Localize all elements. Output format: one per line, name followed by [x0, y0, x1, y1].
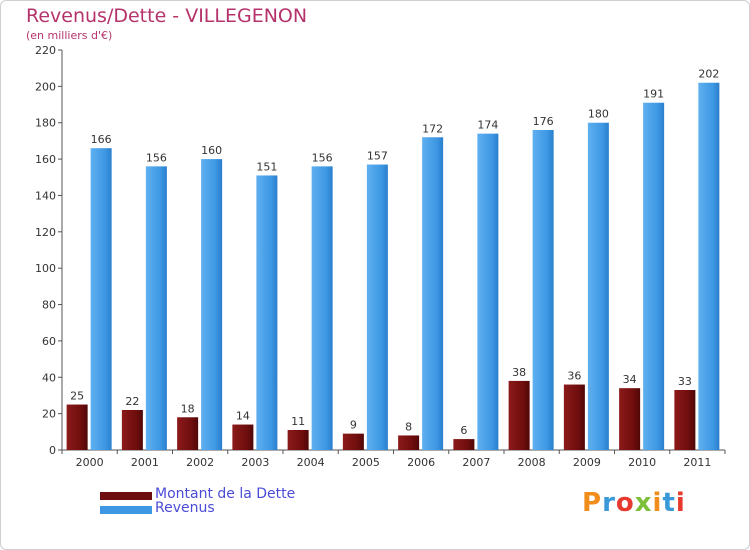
bar-revenus	[477, 133, 499, 451]
value-label-dette: 36	[567, 370, 581, 383]
bar-dette	[121, 410, 143, 450]
y-tick-label: 100	[35, 262, 56, 275]
bar-dette	[619, 388, 641, 450]
proxiti-logo: Proxiti	[582, 488, 686, 518]
bar-revenus	[422, 137, 444, 451]
value-label-dette: 6	[460, 424, 467, 437]
y-tick-label: 120	[35, 226, 56, 239]
y-tick-label: 220	[35, 44, 56, 57]
value-label-dette: 38	[512, 366, 526, 379]
value-label-dette: 22	[125, 395, 139, 408]
bar-revenus	[311, 166, 333, 450]
x-tick-label: 2007	[462, 456, 490, 469]
x-tick-label: 2006	[407, 456, 435, 469]
value-label-revenus: 156	[312, 151, 333, 164]
logo-letter: i	[675, 488, 686, 518]
chart-axes: 0 20 40 60 80 100 120 140 160 180 200 220 2000 2001 20…	[35, 44, 726, 469]
bar-revenus	[90, 148, 112, 450]
x-tick-label: 2002	[186, 456, 214, 469]
value-label-revenus: 191	[643, 88, 664, 101]
chart-title: Revenus/Dette - VILLEGENON	[26, 5, 308, 27]
bar-dette	[287, 430, 309, 450]
chart-labels: 25 166 22 156 18 160 14 151 11 156 9 157 8 172 6 174 38 1…	[70, 68, 719, 437]
bar-dette	[177, 417, 199, 450]
bar-dette	[453, 439, 475, 450]
y-tick-label: 40	[42, 371, 56, 384]
logo-letter: i	[652, 488, 663, 518]
value-label-dette: 33	[678, 375, 692, 388]
value-label-dette: 9	[350, 419, 357, 432]
bar-revenus	[532, 130, 554, 450]
bar-revenus	[145, 166, 167, 450]
value-label-dette: 18	[181, 402, 195, 415]
value-label-dette: 25	[70, 390, 84, 403]
value-label-revenus: 202	[698, 68, 719, 81]
bar-revenus	[366, 164, 388, 450]
x-tick-label: 2005	[352, 456, 380, 469]
chart-bars	[66, 82, 720, 451]
y-tick-label: 180	[35, 117, 56, 130]
y-tick-label: 20	[42, 408, 56, 421]
bar-dette	[508, 380, 530, 450]
x-tick-label: 2003	[241, 456, 269, 469]
bar-dette	[563, 384, 585, 450]
value-label-dette: 14	[236, 410, 250, 423]
y-tick-label: 60	[42, 335, 56, 348]
x-tick-label: 2001	[131, 456, 159, 469]
value-label-revenus: 156	[146, 151, 167, 164]
value-label-revenus: 160	[201, 144, 222, 157]
bar-revenus	[201, 159, 223, 450]
bar-revenus	[587, 122, 609, 451]
value-label-revenus: 180	[588, 108, 609, 121]
bar-dette	[232, 424, 254, 450]
value-label-revenus: 174	[477, 119, 498, 132]
y-tick-label: 200	[35, 80, 56, 93]
bar-revenus	[256, 175, 278, 451]
legend-swatch-revenus	[100, 506, 152, 514]
value-label-dette: 11	[291, 415, 305, 428]
bar-dette	[674, 390, 696, 450]
x-tick-label: 2009	[573, 456, 601, 469]
bar-dette	[342, 433, 364, 450]
value-label-revenus: 172	[422, 122, 443, 135]
logo-letter: t	[662, 488, 676, 518]
x-tick-label: 2010	[628, 456, 656, 469]
legend-label-revenus: Revenus	[155, 500, 215, 516]
value-label-revenus: 157	[367, 150, 388, 163]
bar-dette	[66, 404, 88, 450]
bar-dette	[398, 435, 420, 450]
value-label-dette: 34	[623, 373, 637, 386]
y-tick-label: 160	[35, 153, 56, 166]
legend-swatch-dette	[100, 492, 152, 500]
x-tick-label: 2011	[683, 456, 711, 469]
value-label-revenus: 176	[533, 115, 554, 128]
x-tick-label: 2008	[518, 456, 546, 469]
logo-letter: x	[634, 488, 653, 518]
value-label-dette: 8	[405, 420, 412, 433]
chart-unit-label: (en milliers d'€)	[26, 29, 113, 42]
x-tick-label: 2004	[297, 456, 325, 469]
y-tick-label: 140	[35, 189, 56, 202]
logo-letter: P	[582, 488, 603, 518]
bar-revenus	[698, 82, 720, 451]
value-label-revenus: 151	[256, 160, 277, 173]
legend-label-dette: Montant de la Dette	[155, 486, 296, 502]
y-tick-label: 80	[42, 299, 56, 312]
value-label-revenus: 166	[91, 133, 112, 146]
bar-revenus	[643, 102, 665, 451]
x-tick-label: 2000	[76, 456, 104, 469]
logo-letter: o	[615, 488, 635, 518]
logo-letter: r	[602, 488, 616, 518]
y-tick-label: 0	[49, 444, 56, 457]
